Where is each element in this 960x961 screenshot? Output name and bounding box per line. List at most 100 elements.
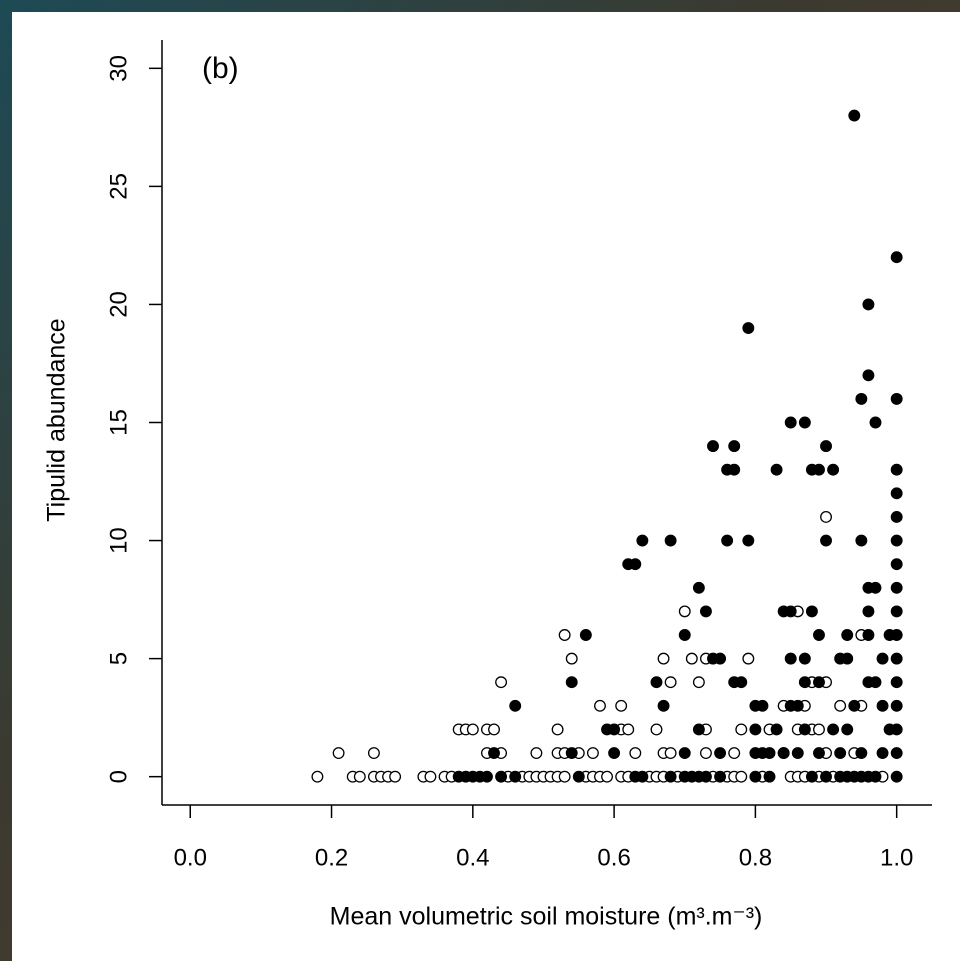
point xyxy=(841,629,854,641)
point xyxy=(798,652,811,665)
point xyxy=(890,723,903,736)
point xyxy=(579,629,592,641)
point xyxy=(805,770,818,783)
point xyxy=(664,770,677,783)
point xyxy=(869,770,882,783)
x-tick-label: 1.0 xyxy=(880,844,913,871)
point xyxy=(509,699,522,712)
point xyxy=(424,770,437,783)
point xyxy=(813,676,825,689)
point xyxy=(353,770,366,783)
point xyxy=(791,699,804,712)
point xyxy=(714,747,727,760)
point xyxy=(629,558,642,571)
point xyxy=(805,605,818,618)
point xyxy=(678,747,691,760)
point xyxy=(699,605,712,618)
point xyxy=(890,699,903,712)
point xyxy=(735,676,748,689)
point xyxy=(707,440,719,453)
point xyxy=(798,676,811,689)
point xyxy=(629,747,642,760)
point xyxy=(657,699,670,712)
point xyxy=(749,770,762,783)
x-tick-label: 0.8 xyxy=(739,844,772,871)
point xyxy=(699,747,712,760)
point xyxy=(495,770,508,783)
point xyxy=(622,723,635,736)
point xyxy=(481,770,493,783)
point xyxy=(678,605,691,618)
x-tick-label: 0.2 xyxy=(315,844,348,871)
point xyxy=(586,747,599,760)
y-tick-label: 0 xyxy=(105,770,132,783)
point xyxy=(565,676,578,689)
point xyxy=(841,652,854,665)
point xyxy=(890,747,903,760)
point xyxy=(855,392,868,405)
point xyxy=(890,463,903,476)
point xyxy=(841,723,854,736)
point xyxy=(862,629,875,641)
point xyxy=(530,747,543,760)
point xyxy=(664,534,677,547)
point xyxy=(813,747,825,760)
point xyxy=(763,770,776,783)
point xyxy=(876,699,889,712)
point xyxy=(728,747,741,760)
point xyxy=(389,770,402,783)
point xyxy=(650,723,663,736)
point xyxy=(770,463,783,476)
point xyxy=(608,723,621,736)
point xyxy=(332,747,345,760)
point xyxy=(714,770,727,783)
point xyxy=(495,676,508,689)
x-tick-label: 0.4 xyxy=(456,844,489,871)
y-tick-label: 10 xyxy=(105,527,132,554)
x-tick-label: 0.0 xyxy=(174,844,207,871)
point xyxy=(820,440,832,453)
annotation: (b) xyxy=(202,52,239,85)
y-tick-label: 25 xyxy=(105,173,132,200)
point xyxy=(848,699,861,712)
point xyxy=(798,723,811,736)
point xyxy=(890,510,903,523)
point xyxy=(601,770,613,783)
point xyxy=(488,747,500,760)
point xyxy=(834,699,847,712)
point xyxy=(735,770,748,783)
point xyxy=(572,770,585,783)
point xyxy=(890,605,903,618)
point xyxy=(692,676,705,689)
point xyxy=(798,416,811,429)
point xyxy=(890,629,903,641)
point xyxy=(615,699,628,712)
point xyxy=(862,369,875,382)
point xyxy=(855,534,868,547)
point xyxy=(742,322,755,335)
panel xyxy=(12,12,960,961)
point xyxy=(728,440,741,453)
point xyxy=(488,723,500,736)
point xyxy=(820,770,832,783)
point xyxy=(558,629,571,641)
point xyxy=(834,747,847,760)
point xyxy=(876,747,889,760)
point xyxy=(890,770,903,783)
point xyxy=(650,676,663,689)
point xyxy=(763,747,776,760)
point xyxy=(749,723,762,736)
point xyxy=(664,676,677,689)
point xyxy=(558,770,571,783)
point xyxy=(756,699,769,712)
point xyxy=(813,463,825,476)
y-tick-label: 5 xyxy=(105,652,132,665)
point xyxy=(890,534,903,547)
point xyxy=(636,770,649,783)
y-tick-label: 20 xyxy=(105,291,132,318)
point xyxy=(636,534,649,547)
point xyxy=(820,534,832,547)
point xyxy=(890,487,903,500)
